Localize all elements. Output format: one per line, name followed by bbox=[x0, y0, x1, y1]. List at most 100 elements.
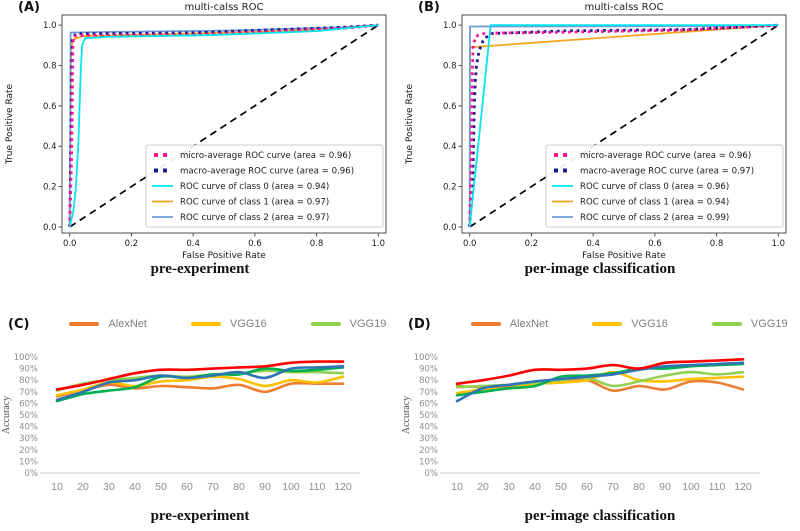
y-tick-label: 10% bbox=[419, 457, 438, 467]
y-tick-label: 50% bbox=[19, 411, 38, 421]
legend-item-vgg16: VGG16 bbox=[592, 318, 668, 330]
acc-ylabel: Accuracy bbox=[1, 396, 12, 434]
x-tick-label: 0.8 bbox=[710, 239, 724, 249]
roc-series bbox=[468, 23, 779, 227]
x-tick-label: 40 bbox=[529, 481, 541, 493]
x-tick-label: 90 bbox=[259, 481, 271, 493]
y-tick-label: 0% bbox=[425, 469, 439, 479]
y-tick-label: 80% bbox=[419, 376, 438, 386]
x-tick-label: 90 bbox=[659, 481, 671, 493]
panel-d-label: (D) bbox=[408, 316, 431, 332]
y-tick-label: 60% bbox=[19, 399, 38, 409]
panel-c-label: (C) bbox=[8, 316, 30, 332]
y-tick-label: 0.0 bbox=[443, 223, 457, 233]
y-tick-label: 40% bbox=[19, 423, 38, 433]
accuracy-series bbox=[55, 381, 345, 398]
legend-entry: ROC curve of class 1 (area = 0.97) bbox=[180, 198, 329, 208]
plot-border bbox=[461, 14, 787, 234]
accuracy-series bbox=[55, 365, 345, 402]
legend-entry: micro-average ROC curve (area = 0.96) bbox=[180, 151, 351, 161]
legend-label: VGG19 bbox=[349, 318, 387, 330]
y-tick-label: 30% bbox=[19, 434, 38, 444]
y-tick-label: 60% bbox=[419, 399, 438, 409]
x-tick-label: 80 bbox=[233, 481, 245, 493]
legend-entry: macro-average ROC curve (area = 0.97) bbox=[580, 167, 754, 177]
x-tick-label: 100 bbox=[282, 481, 300, 493]
x-tick-label: 0.8 bbox=[310, 239, 324, 249]
y-tick-label: 100% bbox=[414, 353, 438, 363]
accuracy-legend: AlexNet VGG16 VGG19 bbox=[470, 318, 788, 330]
panel-b: (B) multi-calss ROC 0.0 0.0 0.2 0.2 0.4 0.4 0.6… bbox=[400, 0, 800, 285]
acc-ylabel: Accuracy bbox=[401, 396, 412, 434]
x-tick-label: 30 bbox=[103, 481, 115, 493]
roc-xlabel: False Positive Rate bbox=[582, 251, 666, 260]
legend-item-vgg19: VGG19 bbox=[310, 318, 387, 330]
panel-d: (D) AlexNet VGG16 VGG19 0% 10% 20% 30% 40% 50% 6… bbox=[400, 285, 800, 531]
x-tick-label: 120 bbox=[334, 481, 352, 493]
y-tick-label: 1.0 bbox=[43, 21, 57, 31]
y-tick-label: 0.0 bbox=[43, 223, 57, 233]
legend-label: AlexNet bbox=[509, 318, 549, 330]
y-tick-label: 20% bbox=[419, 446, 438, 456]
y-tick-label: 40% bbox=[419, 423, 438, 433]
roc-title: multi-calss ROC bbox=[185, 2, 264, 13]
legend-swatch-icon bbox=[592, 322, 623, 326]
x-tick-label: 0.2 bbox=[525, 239, 539, 249]
roc-plot: multi-calss ROC 0.0 0.0 0.2 0.2 0.4 0.4 0.6 0.6 0… bbox=[5, 2, 387, 260]
x-tick-label: 10 bbox=[451, 481, 463, 493]
x-tick-label: 0.6 bbox=[648, 239, 662, 249]
legend-entry: ROC curve of class 0 (area = 0.94) bbox=[180, 182, 329, 192]
y-tick-label: 0.2 bbox=[43, 183, 57, 193]
y-tick-label: 90% bbox=[419, 365, 438, 375]
y-tick-label: 0.8 bbox=[443, 61, 457, 71]
panel-a: (A) multi-calss ROC 0.0 0.0 0.2 0.2 0.4 0.4 0.6… bbox=[0, 0, 400, 285]
x-tick-label: 80 bbox=[633, 481, 645, 493]
y-tick-label: 10% bbox=[19, 457, 38, 467]
legend-item-vgg19: VGG19 bbox=[711, 318, 788, 330]
x-tick-label: 100 bbox=[682, 481, 700, 493]
y-tick-label: 30% bbox=[419, 434, 438, 444]
x-tick-label: 60 bbox=[581, 481, 593, 493]
roc-ylabel: True Positive Rate bbox=[5, 83, 15, 165]
y-tick-label: 90% bbox=[19, 365, 38, 375]
panel-c-header: (C) AlexNet VGG16 VGG19 bbox=[0, 311, 400, 337]
panel-d-header: (D) AlexNet VGG16 VGG19 bbox=[400, 311, 800, 337]
x-tick-label: 50 bbox=[555, 481, 567, 493]
accuracy-series bbox=[455, 358, 745, 385]
x-tick-label: 1.0 bbox=[372, 239, 386, 249]
x-tick-label: 0.6 bbox=[248, 239, 262, 249]
y-tick-label: 80% bbox=[19, 376, 38, 386]
x-tick-label: 10 bbox=[51, 481, 63, 493]
y-tick-label: 70% bbox=[19, 388, 38, 398]
accuracy-plot: 0% 10%20% 30%40% 50% 60%70% 80%90% 100% 10 20 30 4… bbox=[1, 353, 360, 493]
x-tick-label: 110 bbox=[709, 481, 726, 493]
x-tick-label: 70 bbox=[207, 481, 219, 493]
x-tick-label: 110 bbox=[309, 481, 326, 493]
y-tick-label: 100% bbox=[14, 353, 38, 363]
legend-entry: micro-average ROC curve (area = 0.96) bbox=[580, 151, 751, 161]
x-tick-label: 0.0 bbox=[63, 239, 77, 249]
legend-entry: macro-average ROC curve (area = 0.96) bbox=[180, 167, 354, 177]
y-tick-label: 0.4 bbox=[43, 142, 57, 152]
roc-plot: multi-calss ROC 0.0 0.0 0.2 0.2 0.4 0.4 0.6 0.6 0… bbox=[405, 2, 787, 260]
roc-chart-pre-experiment: multi-calss ROC 0.0 0.0 0.2 0.2 0.4 0.4 0.6 0.6 0… bbox=[0, 0, 400, 260]
x-tick-label: 0.4 bbox=[186, 239, 200, 249]
panel-d-caption: per-image classification bbox=[524, 508, 676, 524]
legend-swatch-icon bbox=[310, 322, 341, 326]
legend-entry: ROC curve of class 2 (area = 0.97) bbox=[180, 213, 329, 223]
legend-item-alexnet: AlexNet bbox=[69, 318, 147, 330]
legend-label: AlexNet bbox=[108, 318, 147, 330]
accuracy-series bbox=[455, 361, 745, 403]
accuracy-chart-pre-experiment: 0% 10% 20% 30% 40% 50% 60% 70% 80% 90% 100% 10 20 30 4… bbox=[0, 337, 400, 507]
y-tick-label: 50% bbox=[419, 411, 438, 421]
legend-entry: ROC curve of class 1 (area = 0.94) bbox=[580, 198, 729, 208]
legend-label: VGG16 bbox=[229, 318, 267, 330]
chance-diagonal bbox=[469, 24, 779, 228]
roc-legend: micro-average ROC curve (area = 0.96) mac… bbox=[145, 144, 384, 228]
y-tick-label: 0% bbox=[25, 469, 39, 479]
y-tick-label: 1.0 bbox=[443, 21, 457, 31]
accuracy-chart-per-image: 0% 10% 20% 30% 40% 50% 60% 70% 80% 90% 100% 10 20 30 4… bbox=[400, 337, 800, 507]
roc-title: multi-calss ROC bbox=[585, 2, 664, 13]
x-tick-label: 30 bbox=[503, 481, 515, 493]
